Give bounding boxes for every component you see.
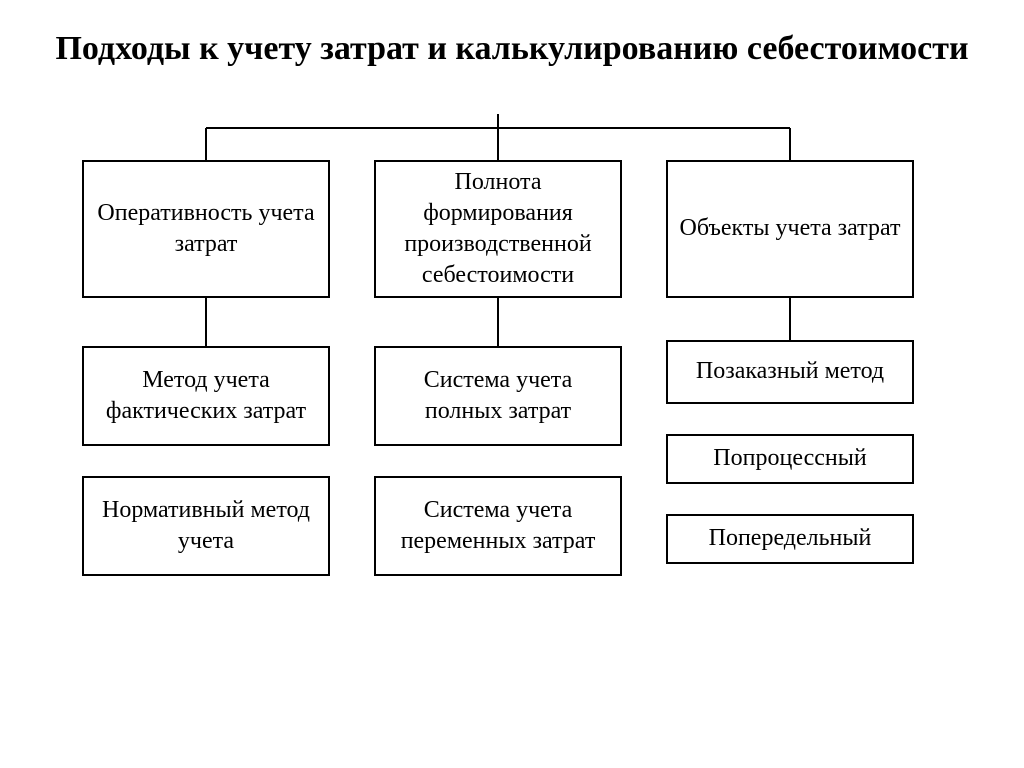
- method-box-poprocessny: Попроцессный: [666, 434, 914, 484]
- method-box-poperedelny: Попередельный: [666, 514, 914, 564]
- method-box-peremennyh: Система учета переменных затрат: [374, 476, 622, 576]
- method-box-fakt: Метод учета фактических затрат: [82, 346, 330, 446]
- diagram-title: Подходы к учету затрат и калькулированию…: [0, 28, 1024, 71]
- category-box-obekty: Объекты учета затрат: [666, 160, 914, 298]
- category-box-operativnost: Оперативность учета затрат: [82, 160, 330, 298]
- method-box-normativ: Нормативный метод учета: [82, 476, 330, 576]
- method-box-pozakazny: Позаказный метод: [666, 340, 914, 404]
- category-box-polnota: Полнота формирования производственной се…: [374, 160, 622, 298]
- method-box-polnyh: Система учета полных затрат: [374, 346, 622, 446]
